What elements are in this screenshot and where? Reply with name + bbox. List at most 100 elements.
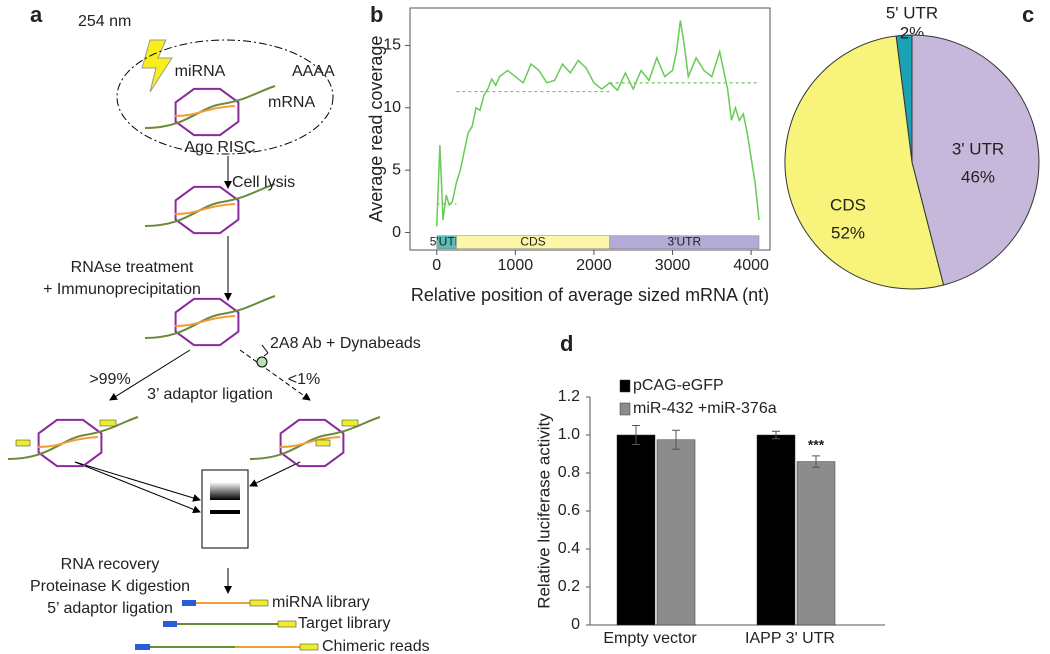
adaptor [315, 439, 331, 447]
coverage-line [435, 20, 760, 227]
diagram-label: 254 nm [78, 13, 131, 30]
diagram-label: Ago RISC [184, 139, 255, 156]
pie-slice [784, 35, 945, 290]
y-tick-label: 0.2 [558, 578, 580, 595]
slice-label: 3' UTR [952, 139, 1004, 158]
significance: *** [808, 437, 825, 453]
mrna-strand [144, 183, 276, 227]
bead [256, 356, 268, 368]
slice-value: 46% [961, 167, 995, 186]
region-label: CDS [520, 234, 545, 248]
slice-value: 52% [831, 223, 865, 242]
mrna-strand [7, 416, 139, 460]
x-tick-label: IAPP 3' UTR [745, 630, 835, 647]
x-tick-label: 3000 [655, 257, 691, 274]
y-tick-label: 5 [392, 161, 401, 178]
diagram-label: + Immunoprecipitation [43, 281, 201, 298]
gel-band [210, 510, 240, 514]
x-tick-label: 1000 [498, 257, 534, 274]
region-label: 5'UTR [430, 234, 464, 248]
crosslink-ellipse [116, 39, 334, 155]
y-tick-label: 0 [571, 616, 580, 633]
y-axis-title: Relative luciferase activity [534, 413, 553, 609]
bar [616, 434, 656, 626]
legend-swatch [619, 379, 631, 393]
adaptor [99, 419, 117, 427]
region [609, 235, 760, 250]
y-axis-title: Average read coverage [366, 36, 386, 223]
adaptor [299, 643, 319, 651]
y-tick-label: 1.2 [558, 388, 580, 405]
bar [796, 461, 836, 626]
arrow [249, 461, 301, 487]
slice-label: 5' UTR [886, 3, 938, 22]
mrna-strand [144, 85, 276, 129]
adaptor [249, 599, 269, 607]
arrow [74, 461, 201, 502]
ago-complex [174, 185, 240, 235]
bar [756, 434, 796, 626]
plot-frame [409, 7, 771, 251]
error-bar [672, 429, 680, 450]
arrow [74, 461, 201, 514]
diagram-label: miRNA library [272, 594, 370, 611]
x-tick-label: 4000 [733, 257, 769, 274]
adaptor [135, 644, 150, 650]
mirna-strand [174, 203, 236, 215]
region-label: 3'UTR [668, 234, 702, 248]
diagram-label: 5’ adaptor ligation [47, 600, 173, 617]
slice-label: CDS [830, 195, 866, 214]
arrow [109, 349, 191, 401]
antibody [261, 344, 269, 357]
error-bar [632, 425, 640, 445]
diagram-label: RNAse treatment [71, 259, 194, 276]
diagram-label: <1% [288, 371, 320, 388]
y-tick-label: 10 [383, 99, 401, 116]
error-bar [812, 455, 820, 468]
pie-slice [911, 34, 1040, 286]
legend-label: miR-432 +miR-376a [633, 400, 777, 417]
panel-label: a [30, 2, 43, 27]
mirna-strand [174, 315, 236, 327]
diagram-label: Target library [298, 615, 390, 632]
panel-label: d [560, 331, 573, 356]
y-tick-label: 0.6 [558, 502, 580, 519]
y-tick-label: 0.8 [558, 464, 580, 481]
mirna-strand [279, 436, 341, 448]
mrna-strand [144, 295, 276, 339]
x-tick-label: Empty vector [603, 630, 697, 647]
panel-label: c [1022, 2, 1034, 27]
mirna-strand [174, 105, 236, 117]
diagram-label: Chimeric reads [322, 638, 430, 654]
mirna-strand [37, 436, 99, 448]
adaptor [163, 621, 177, 627]
diagram-label: >99% [89, 371, 130, 388]
ago-complex [37, 418, 103, 468]
legend-swatch [619, 402, 631, 416]
arrow [239, 349, 311, 401]
diagram-label: AAAA [292, 63, 335, 80]
y-tick-label: 1.0 [558, 426, 580, 443]
x-tick-label: 2000 [576, 257, 612, 274]
diagram-label: 2A8 Ab + Dynabeads [270, 335, 421, 352]
adaptor [341, 419, 359, 427]
gel [201, 469, 249, 549]
legend-label: pCAG-eGFP [633, 377, 724, 394]
diagram-label: miRNA [175, 63, 226, 80]
ago-complex [279, 418, 345, 468]
x-tick-label: 0 [432, 257, 441, 274]
y-tick-label: 15 [383, 37, 401, 54]
diagram-label: Cell lysis [232, 174, 295, 191]
diagram-label: mRNA [268, 94, 315, 111]
ago-complex [174, 297, 240, 347]
diagram-label: 3’ adaptor ligation [147, 386, 273, 403]
bar [656, 439, 696, 626]
diagram-label: RNA recovery [61, 556, 160, 573]
gel-band [210, 482, 240, 500]
y-tick-label: 0 [392, 224, 401, 241]
mrna-strand [249, 416, 381, 460]
x-axis-title: Relative position of average sized mRNA … [411, 285, 769, 305]
uv-bolt [141, 39, 173, 93]
y-tick-label: 0.4 [558, 540, 580, 557]
